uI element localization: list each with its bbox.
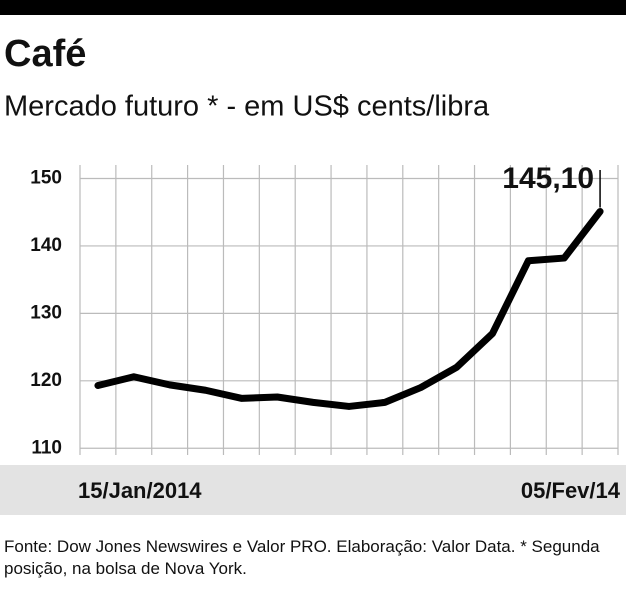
chart-title: Café xyxy=(4,33,86,75)
source-note: Fonte: Dow Jones Newswires e Valor PRO. … xyxy=(4,537,600,578)
y-tick-label: 120 xyxy=(30,370,62,391)
value-label: 145,10 xyxy=(502,162,594,195)
data-line xyxy=(94,208,604,410)
y-tick-label: 110 xyxy=(31,437,62,458)
x-axis-band xyxy=(0,465,626,515)
y-tick-label: 140 xyxy=(30,235,62,256)
x-tick-label: 15/Jan/2014 xyxy=(78,478,202,503)
y-tick-label: 150 xyxy=(30,168,62,189)
top-bar xyxy=(0,0,626,15)
y-tick-label: 130 xyxy=(30,302,62,323)
x-tick-label: 05/Fev/14 xyxy=(521,478,621,503)
chart-subtitle: Mercado futuro * - em US$ cents/libra xyxy=(4,91,490,123)
